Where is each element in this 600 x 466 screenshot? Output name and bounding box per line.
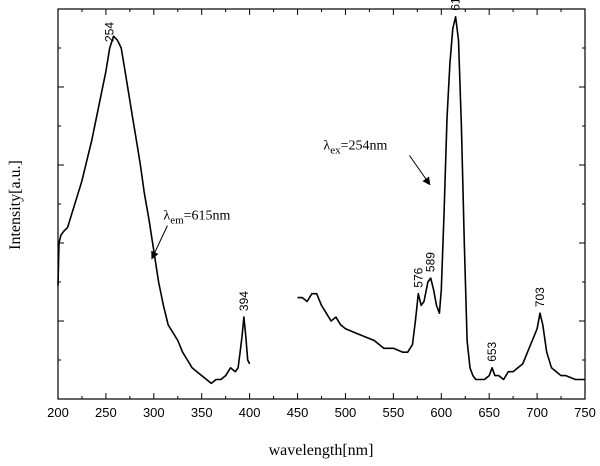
peak-label: 254 <box>103 22 117 42</box>
x-tick-label: 300 <box>143 405 165 420</box>
x-tick-label: 350 <box>191 405 213 420</box>
annotation-label: λem=615nm <box>163 209 230 227</box>
x-tick-labels: 200 250 300 350 400 450 500 550 600 650 700 750 <box>47 405 596 420</box>
plot-frame <box>57 8 586 400</box>
x-tick-label: 400 <box>239 405 261 420</box>
x-tick-label: 600 <box>430 405 452 420</box>
x-tick-label: 500 <box>335 405 357 420</box>
x-axis-title: wavelength[nm] <box>269 442 374 459</box>
series-line-emission <box>297 16 585 381</box>
x-tick-label: 750 <box>574 405 596 420</box>
peak-label: 394 <box>237 291 251 311</box>
series-group <box>57 16 585 385</box>
annotation-label: λex=254nm <box>323 138 387 156</box>
x-tick-label: 550 <box>383 405 405 420</box>
x-tick-label: 650 <box>478 405 500 420</box>
peak-label: 615 <box>449 0 463 11</box>
peak-label: 589 <box>424 252 438 272</box>
x-tick-label: 700 <box>526 405 548 420</box>
x-tick-label: 450 <box>287 405 309 420</box>
peak-label: 576 <box>411 267 425 287</box>
x-tick-label: 200 <box>47 405 69 420</box>
annotation-arrow <box>409 155 431 186</box>
y-axis-title: Intensity[a.u.] <box>7 160 24 250</box>
ticks <box>57 8 586 400</box>
annotations: λem=615nm λex=254nm <box>151 138 431 260</box>
peak-label: 703 <box>533 287 547 307</box>
x-tick-label: 250 <box>95 405 117 420</box>
annotation-arrow <box>151 225 168 260</box>
peak-label: 653 <box>485 341 499 361</box>
